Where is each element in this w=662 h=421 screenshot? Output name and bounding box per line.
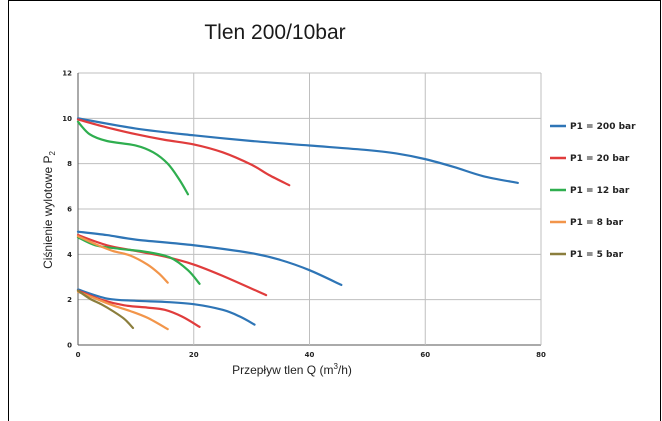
legend: P1 = 200 bar P1 = 20 bar P1 = 12 bar P1 = 8… [550,122,636,260]
chart-title: Tlen 200/10bar [204,21,345,44]
x-tick-label: 0 [76,351,81,359]
y-tick-label: 2 [67,296,72,304]
series-group [76,117,519,331]
legend-label: P1 = 20 bar [570,154,630,164]
x-tick-label: 60 [420,351,430,359]
x-tick-label: 80 [536,351,546,359]
legend-label: P1 = 200 bar [570,122,636,132]
series-line [76,235,169,284]
legend-label: P1 = 8 bar [570,218,624,228]
legend-label: P1 = 12 bar [570,186,630,196]
series-line [76,288,256,326]
series-line [76,290,169,331]
series-line [76,118,291,187]
y-axis-label: Ciśnienie wylotowe P2 [41,151,57,269]
y-tick-label: 8 [67,160,72,168]
legend-label: P1 = 5 bar [570,250,624,260]
y-tick-label: 10 [62,115,72,123]
x-axis-label-text: Przepływ tlen Q (m [232,363,333,377]
x-axis-label: Przepływ tlen Q (m3/h) [232,362,352,377]
y-tick-label: 4 [67,251,72,259]
series-line [76,120,190,196]
x-tick-label: 20 [189,351,199,359]
x-axis-ticks: 0 20 40 60 80 [76,351,546,359]
grid [77,72,542,346]
y-axis-label-sub: 2 [48,151,57,156]
x-axis-label-sup: 3 [333,362,338,371]
series-line [76,230,343,287]
y-tick-label: 0 [67,342,72,350]
series-line [76,289,135,330]
x-axis-label-end: /h) [338,363,352,377]
chart-frame [8,0,661,421]
x-tick-label: 40 [305,351,315,359]
y-axis-ticks: 0 2 4 6 8 10 12 [62,70,72,350]
y-axis-label-text: Ciśnienie wylotowe P [41,156,55,269]
y-tick-label: 6 [67,206,72,214]
series-line [76,117,519,185]
y-tick-label: 12 [62,70,72,78]
